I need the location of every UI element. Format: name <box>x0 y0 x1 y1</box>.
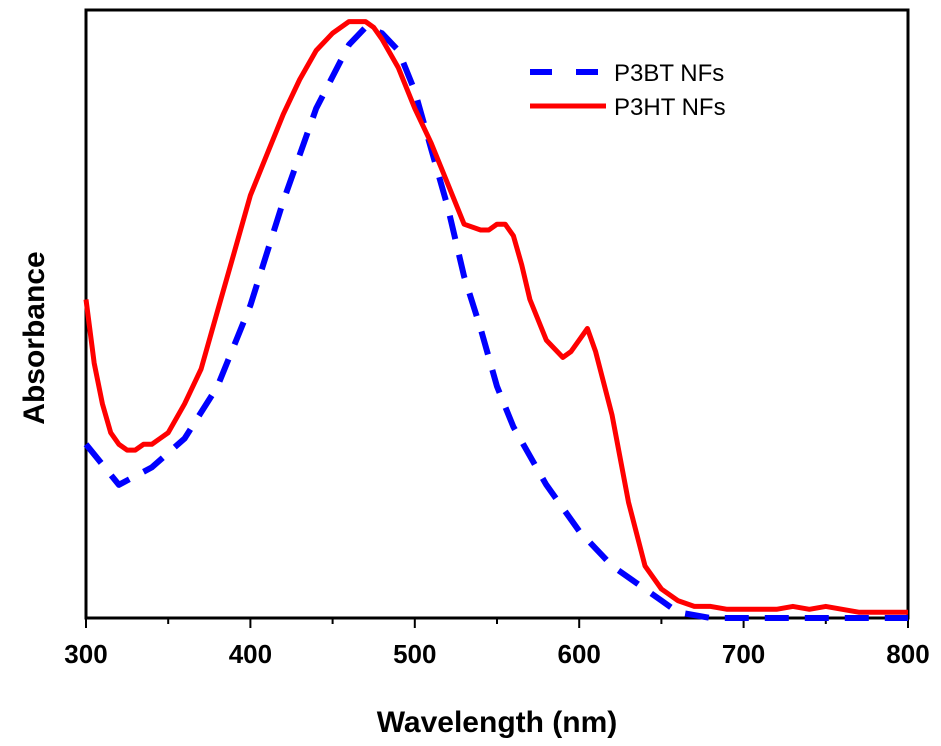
legend-label-1: P3BT NFs <box>614 60 724 87</box>
x-tick-label: 700 <box>722 639 765 669</box>
x-tick-label: 400 <box>229 639 272 669</box>
y-axis-title: Absorbance <box>18 251 51 424</box>
x-tick-label: 300 <box>64 639 107 669</box>
plot-frame <box>84 8 910 620</box>
legend-label-2: P3HT NFs <box>614 94 726 121</box>
x-tick-label: 600 <box>558 639 601 669</box>
series-group <box>83 19 908 621</box>
legend: P3BT NFs P3HT NFs <box>530 60 726 121</box>
series-line-1 <box>83 24 908 621</box>
x-tick-label: 800 <box>886 639 929 669</box>
x-axis-title: Wavelength (nm) <box>377 706 618 739</box>
x-axis-ticks: 300 400 500 600 700 800 <box>64 618 930 669</box>
x-tick-label: 500 <box>393 639 436 669</box>
series-line-2 <box>83 19 908 615</box>
